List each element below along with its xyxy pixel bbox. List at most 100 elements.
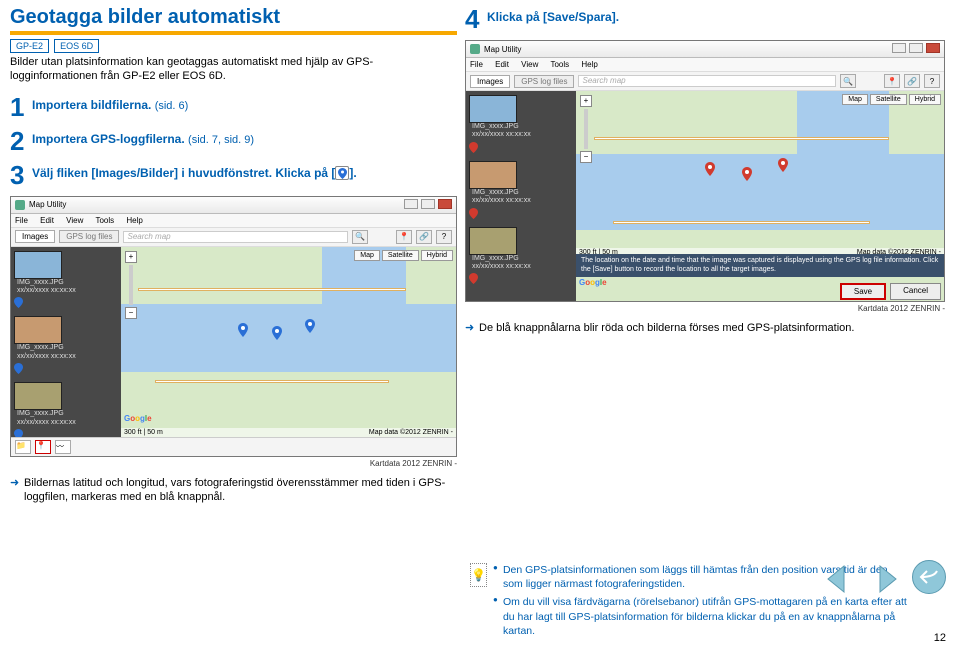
search-button[interactable]: 🔍 <box>840 74 856 88</box>
map-attribution: Map data ©2012 ZENRIN - <box>369 429 453 436</box>
pin-tool-button[interactable]: 📍 <box>884 74 900 88</box>
thumbnail-item[interactable]: IMG_xxxx.JPGxx/xx/xxxx xx:xx:xx <box>14 251 118 311</box>
save-button[interactable]: Save <box>840 283 886 300</box>
map-mode-hybrid[interactable]: Hybrid <box>909 94 941 105</box>
folder-button[interactable]: 📁 <box>15 440 31 454</box>
thumbnail-date: xx/xx/xxxx xx:xx:xx <box>472 263 531 270</box>
thumbnail-image <box>14 316 62 344</box>
menu-file[interactable]: File <box>470 60 483 69</box>
maximize-button[interactable] <box>421 199 435 209</box>
menubar[interactable]: File Edit View Tools Help <box>11 214 456 228</box>
map-pin-icon[interactable] <box>778 158 788 168</box>
pin-icon <box>14 429 24 437</box>
maximize-button[interactable] <box>909 43 923 53</box>
step-text-2: ]. <box>349 166 356 180</box>
menu-edit[interactable]: Edit <box>40 216 54 225</box>
status-bar: 📁 📍 〰 <box>11 437 456 456</box>
tab-images[interactable]: Images <box>470 75 510 88</box>
menu-help[interactable]: Help <box>126 216 142 225</box>
help-button[interactable]: ? <box>436 230 452 244</box>
thumbnail-panel: IMG_xxxx.JPGxx/xx/xxxx xx:xx:xx IMG_xxxx… <box>11 247 121 437</box>
zoom-out-button[interactable]: − <box>125 307 137 319</box>
link-tool-button[interactable]: 🔗 <box>416 230 432 244</box>
zoom-slider[interactable] <box>129 265 133 305</box>
map-zoom-control[interactable]: + − <box>580 95 592 163</box>
pin-tool-button[interactable]: 📍 <box>396 230 412 244</box>
search-button[interactable]: 🔍 <box>352 230 368 244</box>
zoom-in-button[interactable]: + <box>580 95 592 107</box>
window-controls[interactable] <box>403 199 452 211</box>
thumbnail-filename: IMG_xxxx.JPG <box>472 123 519 130</box>
thumbnail-item[interactable]: IMG_xxxx.JPGxx/xx/xxxx xx:xx:xx <box>14 382 118 436</box>
menu-view[interactable]: View <box>66 216 83 225</box>
route-button[interactable]: 〰 <box>55 440 71 454</box>
badge-eos6d: EOS 6D <box>54 39 99 53</box>
map-zoom-control[interactable]: + − <box>125 251 137 319</box>
zoom-slider[interactable] <box>584 109 588 149</box>
tab-gps-log[interactable]: GPS log files <box>59 230 119 243</box>
map-mode-satellite[interactable]: Satellite <box>870 94 907 105</box>
map-mode-map[interactable]: Map <box>842 94 868 105</box>
map-utility-window-left: Map Utility File Edit View Tools Help Im… <box>10 196 457 457</box>
pin-status-button[interactable]: 📍 <box>35 440 51 454</box>
tab-images[interactable]: Images <box>15 230 55 243</box>
map-canvas[interactable]: Map Satellite Hybrid + − Google 300 ft | <box>121 247 456 437</box>
map-mode-map[interactable]: Map <box>354 250 380 261</box>
map-credit: Kartdata 2012 ZENRIN - <box>465 304 945 313</box>
map-mode-switch[interactable]: Map Satellite Hybrid <box>842 94 941 105</box>
zoom-out-button[interactable]: − <box>580 151 592 163</box>
pin-icon <box>14 363 24 373</box>
thumbnail-date: xx/xx/xxxx xx:xx:xx <box>17 419 76 426</box>
lamp-icon: 💡 <box>470 563 487 587</box>
menu-view[interactable]: View <box>521 60 538 69</box>
map-mode-switch[interactable]: Map Satellite Hybrid <box>354 250 453 261</box>
map-mode-hybrid[interactable]: Hybrid <box>421 250 453 261</box>
menu-tools[interactable]: Tools <box>550 60 569 69</box>
menubar[interactable]: File Edit View Tools Help <box>466 58 944 72</box>
prev-page-icon[interactable] <box>826 564 862 594</box>
step-text: Importera bildfilerna. <box>32 98 151 112</box>
map-pin-icon[interactable] <box>238 323 248 333</box>
link-tool-button[interactable]: 🔗 <box>904 74 920 88</box>
menu-tools[interactable]: Tools <box>95 216 114 225</box>
window-controls[interactable] <box>891 43 940 55</box>
cancel-button[interactable]: Cancel <box>890 283 941 300</box>
next-page-icon[interactable] <box>862 564 898 594</box>
step-number: 3 <box>10 162 32 188</box>
map-pin-icon[interactable] <box>272 326 282 336</box>
map-scale-ft: 300 ft <box>124 429 142 436</box>
google-logo: Google <box>579 278 607 287</box>
thumbnail-item[interactable]: IMG_xxxx.JPGxx/xx/xxxx xx:xx:xx <box>469 161 573 221</box>
menu-file[interactable]: File <box>15 216 28 225</box>
pin-icon <box>14 297 24 307</box>
map-mode-satellite[interactable]: Satellite <box>382 250 419 261</box>
app-icon <box>15 200 25 210</box>
pin-icon <box>335 166 349 180</box>
zoom-in-button[interactable]: + <box>125 251 137 263</box>
thumbnail-item[interactable]: IMG_xxxx.JPGxx/xx/xxxx xx:xx:xx <box>469 95 573 155</box>
menu-help[interactable]: Help <box>581 60 597 69</box>
nav-arrows[interactable] <box>826 564 898 594</box>
thumbnail-item[interactable]: IMG_xxxx.JPGxx/xx/xxxx xx:xx:xx <box>14 316 118 376</box>
help-button[interactable]: ? <box>924 74 940 88</box>
map-pin-icon[interactable] <box>305 319 315 329</box>
map-canvas[interactable]: Map Satellite Hybrid + − Google 300 ft | <box>576 91 944 301</box>
back-button[interactable] <box>912 560 946 594</box>
back-arrow-icon <box>919 569 939 585</box>
search-input[interactable]: Search map <box>123 231 348 243</box>
map-pin-icon[interactable] <box>742 167 752 177</box>
search-input[interactable]: Search map <box>578 75 836 87</box>
tab-gps-log[interactable]: GPS log files <box>514 75 574 88</box>
menu-edit[interactable]: Edit <box>495 60 509 69</box>
close-button[interactable] <box>926 43 940 53</box>
minimize-button[interactable] <box>404 199 418 209</box>
google-logo: Google <box>124 414 152 423</box>
product-badges: GP-E2 EOS 6D <box>10 39 457 53</box>
pin-icon <box>469 273 479 283</box>
map-pin-icon[interactable] <box>705 162 715 172</box>
minimize-button[interactable] <box>892 43 906 53</box>
window-title: Map Utility <box>29 200 66 209</box>
close-button[interactable] <box>438 199 452 209</box>
result-note-right: De blå knappnålarna blir röda och bilder… <box>465 321 945 335</box>
thumbnail-item[interactable]: IMG_xxxx.JPGxx/xx/xxxx xx:xx:xx <box>469 227 573 287</box>
